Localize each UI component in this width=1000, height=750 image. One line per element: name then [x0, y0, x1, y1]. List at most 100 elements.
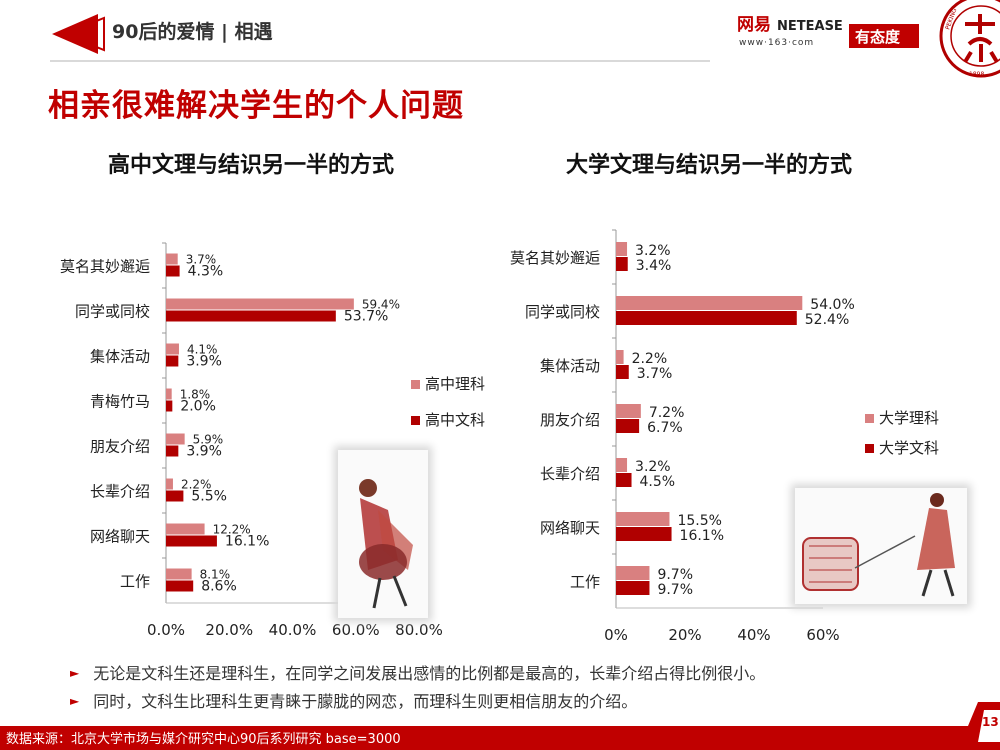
footer-bar [0, 726, 1000, 750]
data-label: 52.4% [805, 312, 849, 328]
category-label: 集体活动 [540, 357, 600, 375]
data-label: 2.2% [632, 351, 668, 367]
data-label: 2.0% [180, 399, 216, 415]
category-label: 集体活动 [90, 348, 150, 366]
bar [616, 311, 797, 325]
peking-university-seal: PEKING 1898 [939, 0, 1000, 78]
bullet-point: ► 同时，文科生比理科生更青睐于朦胧的网恋，而理科生则更相信朋友的介绍。 [70, 688, 637, 712]
data-label: 15.5% [677, 513, 721, 529]
logo-brand-cn: 网易 [737, 15, 771, 35]
data-label: 3.4% [636, 258, 672, 274]
bar [166, 253, 178, 265]
bar [616, 419, 640, 433]
logo-slogan: 有态度 [855, 28, 901, 46]
logo-brand-en: NETEASE [777, 19, 843, 34]
x-tick-label: 80.0% [395, 621, 443, 639]
legend-label: 大学文科 [879, 439, 939, 457]
bar [166, 265, 180, 277]
legend-swatch [411, 416, 420, 425]
bar [166, 490, 184, 502]
data-label: 59.4% [362, 298, 400, 312]
header-divider [50, 60, 710, 62]
category-label: 工作 [120, 573, 150, 591]
data-label: 4.1% [187, 343, 218, 357]
data-label: 4.5% [640, 474, 676, 490]
data-label: 8.6% [201, 579, 237, 595]
page-number: 13 [982, 715, 999, 729]
x-tick-label: 60% [806, 626, 839, 644]
data-label: 7.2% [649, 405, 685, 421]
header-title: 90后的爱情 | 相遇 [112, 21, 273, 43]
data-label: 12.2% [213, 523, 251, 537]
bullet-triangle-icon: ► [70, 694, 80, 708]
data-label: 53.7% [344, 309, 388, 325]
legend-label: 高中理科 [425, 375, 485, 393]
legend-label: 大学理科 [879, 409, 939, 427]
x-tick-label: 40.0% [269, 621, 317, 639]
netease-logo: 网易 NETEASE www·163·com 有态度 [737, 15, 919, 48]
data-label: 5.9% [193, 433, 224, 447]
x-tick-label: 0% [604, 626, 628, 644]
bullet-text: 无论是文科生还是理科生，在同学之间发展出感情的比例都是最高的，长辈介绍占得比例很… [93, 664, 766, 683]
category-label: 同学或同校 [525, 303, 600, 321]
bar [166, 568, 192, 580]
left-bar-chart: 莫名其妙邂逅 3.7%4.3% 同学或同校 59.4%53.7% 集体活动 4.1%3.9… [60, 242, 485, 639]
x-tick-label: 40% [737, 626, 770, 644]
data-label: 4.3% [188, 264, 224, 280]
category-label: 莫名其妙邂逅 [510, 249, 600, 267]
bar [616, 473, 632, 487]
data-label: 8.1% [200, 568, 231, 582]
bar [616, 404, 641, 418]
bullet-triangle-icon: ► [70, 666, 80, 680]
main-title: 相亲很难解决学生的个人问题 [48, 88, 464, 124]
bar [166, 433, 185, 445]
legend-swatch [865, 444, 874, 453]
left-chart-title: 高中文理与结识另一半的方式 [108, 153, 395, 178]
right-bar-chart: 莫名其妙邂逅 3.2%3.4%同学或同校 54.0%52.4%集体活动 2.2%3.7… [510, 229, 939, 644]
category-label: 网络聊天 [540, 519, 600, 537]
data-label: 54.0% [810, 297, 854, 313]
bar [616, 257, 628, 271]
girl-with-suitcase-illustration [338, 450, 428, 618]
data-label: 9.7% [657, 582, 693, 598]
bar [166, 478, 173, 490]
bar [166, 310, 336, 322]
category-label: 长辈介绍 [540, 465, 600, 483]
data-label: 1.8% [180, 388, 211, 402]
logo-url: www·163·com [739, 38, 814, 48]
bullet-text: 同时，文科生比理科生更青睐于朦胧的网恋，而理科生则更相信朋友的介绍。 [93, 692, 638, 711]
bar [616, 296, 803, 310]
bar [616, 242, 628, 256]
x-tick-label: 20% [668, 626, 701, 644]
bar [166, 298, 354, 310]
legend-label: 高中文科 [425, 411, 485, 429]
bar [616, 512, 670, 526]
x-tick-label: 60.0% [332, 621, 380, 639]
data-source: 数据来源：北京大学市场与媒介研究中心90后系列研究 base=3000 [6, 732, 401, 747]
right-chart-title: 大学文理与结识另一半的方式 [566, 153, 853, 178]
data-label: 2.2% [181, 478, 212, 492]
data-label: 5.5% [191, 489, 227, 505]
page-number-badge [958, 702, 1000, 750]
bar [166, 343, 179, 355]
data-label: 3.9% [186, 354, 222, 370]
bar [166, 580, 194, 592]
category-label: 朋友介绍 [540, 411, 600, 429]
data-label: 3.7% [186, 253, 217, 267]
bar [166, 388, 172, 400]
x-tick-label: 0.0% [147, 621, 185, 639]
category-label: 莫名其妙邂逅 [60, 258, 150, 276]
x-tick-label: 20.0% [205, 621, 253, 639]
girl-pulling-luggage-illustration [795, 488, 967, 604]
category-label: 同学或同校 [75, 303, 150, 321]
data-label: 16.1% [680, 528, 724, 544]
bar [166, 400, 173, 412]
bar [166, 355, 179, 367]
bullet-point: ► 无论是文科生还是理科生，在同学之间发展出感情的比例都是最高的，长辈介绍占得比例… [70, 660, 765, 684]
bar [166, 445, 179, 457]
bar [616, 458, 628, 472]
bar [616, 581, 650, 595]
data-label: 3.2% [635, 243, 671, 259]
seal-year: 1898 [969, 71, 984, 78]
category-label: 长辈介绍 [90, 483, 150, 501]
